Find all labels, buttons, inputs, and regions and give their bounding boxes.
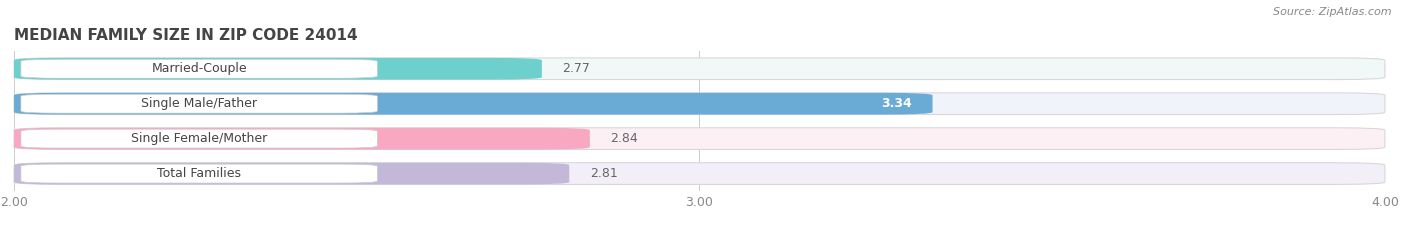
Text: Single Male/Father: Single Male/Father (141, 97, 257, 110)
Text: 3.34: 3.34 (882, 97, 912, 110)
FancyBboxPatch shape (14, 128, 1385, 150)
Text: Single Female/Mother: Single Female/Mother (131, 132, 267, 145)
Text: 2.81: 2.81 (591, 167, 617, 180)
FancyBboxPatch shape (14, 163, 1385, 185)
FancyBboxPatch shape (14, 58, 1385, 80)
FancyBboxPatch shape (14, 93, 1385, 115)
FancyBboxPatch shape (21, 59, 377, 78)
Text: Source: ZipAtlas.com: Source: ZipAtlas.com (1274, 7, 1392, 17)
Text: MEDIAN FAMILY SIZE IN ZIP CODE 24014: MEDIAN FAMILY SIZE IN ZIP CODE 24014 (14, 28, 357, 43)
Text: 2.77: 2.77 (562, 62, 591, 75)
FancyBboxPatch shape (21, 94, 377, 113)
FancyBboxPatch shape (14, 163, 569, 185)
FancyBboxPatch shape (14, 58, 541, 80)
Text: 2.84: 2.84 (610, 132, 638, 145)
FancyBboxPatch shape (21, 129, 377, 148)
FancyBboxPatch shape (14, 128, 591, 150)
FancyBboxPatch shape (14, 93, 932, 115)
Text: Married-Couple: Married-Couple (152, 62, 247, 75)
FancyBboxPatch shape (21, 164, 377, 183)
Text: Total Families: Total Families (157, 167, 240, 180)
